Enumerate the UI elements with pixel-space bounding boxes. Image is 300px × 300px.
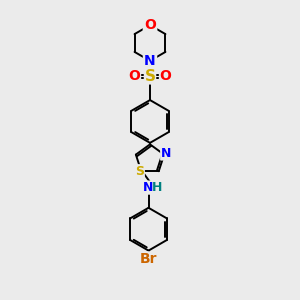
Text: H: H	[152, 181, 162, 194]
Text: S: S	[145, 69, 155, 84]
Text: N: N	[161, 147, 171, 160]
Text: Br: Br	[140, 252, 157, 266]
Text: O: O	[129, 69, 140, 83]
Text: O: O	[144, 18, 156, 32]
Text: N: N	[143, 181, 154, 194]
Text: O: O	[160, 69, 171, 83]
Text: S: S	[135, 165, 144, 178]
Text: N: N	[144, 54, 156, 68]
